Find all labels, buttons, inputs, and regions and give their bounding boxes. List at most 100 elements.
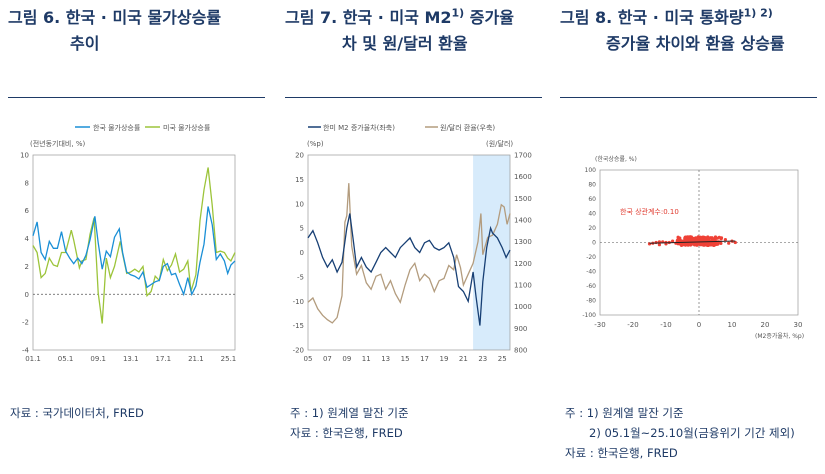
y-tick-label: -40 xyxy=(586,269,596,276)
legend-us: 미국 물가상승률 xyxy=(163,123,211,132)
x-tick-label: 13.1 xyxy=(123,355,139,363)
y-left-tick-label: 0 xyxy=(300,249,304,257)
x-tick-label: 17.1 xyxy=(156,355,172,363)
y-right-tick-label: 1300 xyxy=(514,238,532,246)
y-tick-label: -80 xyxy=(586,298,596,305)
scatter-point xyxy=(654,240,658,245)
scatter-point xyxy=(693,243,697,247)
x-tick-label: 17 xyxy=(420,355,429,363)
x-tick-label: 21 xyxy=(459,355,468,363)
panel2-note1: 주 : 1) 원계열 말잔 기준 xyxy=(290,406,409,420)
x-tick-label: 25.1 xyxy=(221,355,237,363)
x-tick-label: 05.1 xyxy=(58,355,74,363)
scatter-point xyxy=(715,242,719,246)
scatter-point xyxy=(696,236,700,240)
x-tick-label: -30 xyxy=(594,321,605,329)
y-tick-label: -4 xyxy=(22,347,30,355)
x-tick-label: 10 xyxy=(728,321,737,329)
y-right-tick-label: 1400 xyxy=(514,217,532,225)
legend-fx: 원/달러 환율(우축) xyxy=(440,123,495,132)
scatter-point xyxy=(709,243,713,247)
scatter-point xyxy=(671,239,675,243)
y-tick-label: -100 xyxy=(582,312,596,319)
y-left-tick-label: 20 xyxy=(295,152,304,160)
panel3-note1: 주 : 1) 원계열 말잔 기준 xyxy=(565,406,684,420)
scatter-point xyxy=(691,238,695,242)
y-left-tick-label: 10 xyxy=(295,200,304,208)
y-left-tick-label: 5 xyxy=(300,225,304,233)
panel2-title: 그림 7. 한국 · 미국 M21) 증가율 차 및 원/달러 환율 xyxy=(285,5,555,57)
y-tick-label: 100 xyxy=(585,167,597,174)
y-tick-label: -2 xyxy=(22,319,29,327)
chart-inflation: 한국 물가상승률 미국 물가상승률 (전년동기대비, %) 10 8 6 4 2 0 -2 -… xyxy=(20,123,237,363)
scatter-point xyxy=(723,238,727,242)
x-tick-label: 05 xyxy=(304,355,313,363)
x-tick-label: 20 xyxy=(761,321,770,329)
y-tick-label: 20 xyxy=(588,225,596,232)
y-right-tick-label: 1600 xyxy=(514,173,532,181)
x-tick-label: 15 xyxy=(401,355,410,363)
x-tick-label: -20 xyxy=(627,321,638,329)
x-tick-label: 13 xyxy=(381,355,390,363)
y-right-tick-label: 1500 xyxy=(514,195,532,203)
panel3-title: 그림 8. 한국 · 미국 통화량1) 2) 증가율 차이와 환율 상승률 xyxy=(560,5,822,57)
y-tick-label: -20 xyxy=(586,254,596,261)
x-tick-label: 09 xyxy=(342,355,351,363)
plot-area xyxy=(307,154,511,351)
x-tick-label: 23 xyxy=(478,355,487,363)
panel1-title: 그림 6. 한국 · 미국 물가상승률 추이 xyxy=(8,5,278,57)
panel2-title-line2: 차 및 원/달러 환율 xyxy=(342,34,468,53)
chart-scatter: (한국상승률, %) 100806040200-20-40-60-80-100-… xyxy=(582,155,804,340)
correlation-annotation: 한국 상관계수:0.10 xyxy=(620,207,679,216)
panel3-source: 자료 : 한국은행, FRED xyxy=(565,446,678,460)
panel1-source: 자료 : 국가데이터처, FRED xyxy=(10,406,144,420)
panel2-source: 자료 : 한국은행, FRED xyxy=(290,426,403,440)
y-right-label: (원/달러) xyxy=(486,139,513,148)
scatter-point xyxy=(701,242,705,246)
scatter-point xyxy=(717,235,721,239)
y-right-tick-label: 1100 xyxy=(514,282,532,290)
scatter-point xyxy=(657,243,661,247)
x-tick-label: 0 xyxy=(697,321,701,329)
panel1-title-line1: 그림 6. 한국 · 미국 물가상승률 xyxy=(8,8,222,27)
x-tick-label: 21.1 xyxy=(188,355,204,363)
x-tick-label: 25 xyxy=(498,355,507,363)
panel3-rule xyxy=(560,97,817,98)
scatter-point xyxy=(681,242,685,246)
scatter-point xyxy=(700,237,704,241)
y-axis-label: (한국상승률, %) xyxy=(595,155,637,163)
series-us-line xyxy=(32,167,236,324)
x-tick-label: 19 xyxy=(440,355,449,363)
y-axis-label: (전년동기대비, %) xyxy=(30,139,85,148)
scatter-point xyxy=(711,237,715,241)
y-right-tick-label: 1700 xyxy=(514,152,532,160)
scatter-point xyxy=(713,235,718,239)
scatter-point xyxy=(676,235,680,239)
y-tick-label: 60 xyxy=(588,196,596,203)
panel3-title-line1: 그림 8. 한국 · 미국 통화량 xyxy=(560,8,744,27)
panel1-title-line2: 추이 xyxy=(70,34,100,53)
x-tick-label: 30 xyxy=(794,321,803,329)
series-fx-line xyxy=(307,183,511,324)
panel1-rule xyxy=(8,97,265,98)
scatter-point xyxy=(705,242,709,246)
y-tick-label: 80 xyxy=(588,182,596,189)
scatter-point xyxy=(733,240,737,245)
panel2-title-sup: 1) xyxy=(451,6,465,20)
x-axis-label: (M2증가율차, %p) xyxy=(755,332,804,340)
legend-m2: 한미 M2 증가율차(좌축) xyxy=(323,123,395,132)
scatter-point xyxy=(686,235,690,239)
y-tick-label: 6 xyxy=(25,207,30,215)
y-left-label: (%p) xyxy=(307,140,324,148)
y-tick-label: 40 xyxy=(588,211,596,218)
y-tick-label: 0 xyxy=(592,240,596,247)
x-tick-label: 07 xyxy=(323,355,332,363)
x-tick-label: 01.1 xyxy=(25,355,41,363)
scatter-point xyxy=(706,236,710,240)
x-tick-label: 11 xyxy=(362,355,371,363)
y-tick-label: -60 xyxy=(586,283,596,290)
x-tick-label: 09.1 xyxy=(90,355,106,363)
trend-line xyxy=(649,240,736,244)
scatter-point xyxy=(727,241,731,245)
series-m2-line xyxy=(307,213,511,326)
